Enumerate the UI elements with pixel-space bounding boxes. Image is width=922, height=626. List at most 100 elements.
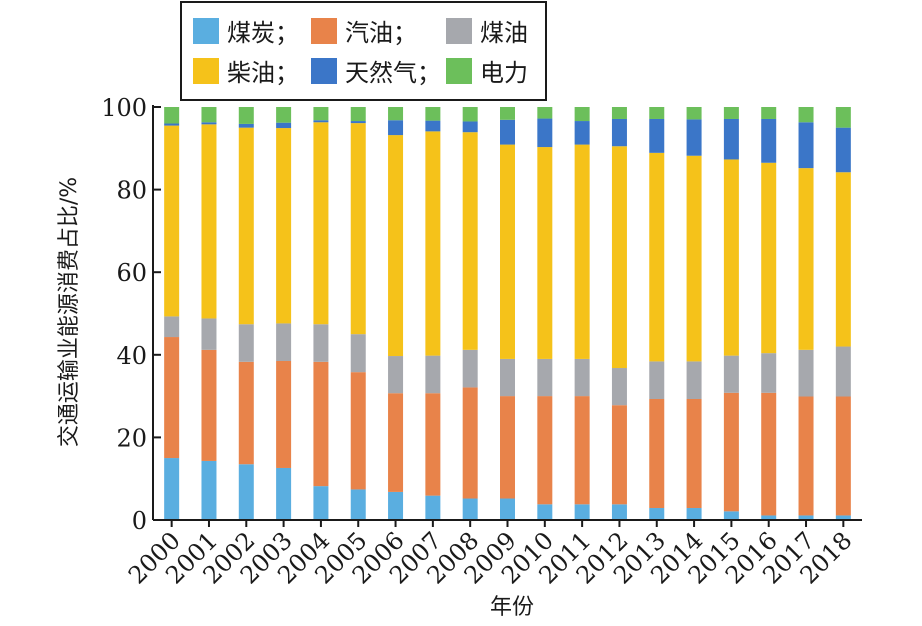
bar-2014-series-4 xyxy=(686,119,702,156)
bar-2006-series-3 xyxy=(388,135,404,357)
bar-2007-series-0 xyxy=(425,495,441,520)
bar-2004-series-3 xyxy=(313,122,329,325)
legend-swatch-煤炭 xyxy=(193,18,219,44)
bar-2010-series-2 xyxy=(537,358,553,397)
legend-swatch-汽油 xyxy=(311,18,337,44)
bar-2007-series-5 xyxy=(425,107,441,121)
bar-2008-series-0 xyxy=(462,498,478,520)
bar-2016-series-5 xyxy=(761,107,777,119)
bar-2006-series-1 xyxy=(388,393,404,492)
legend-label-煤油: 煤油 xyxy=(480,19,528,47)
bar-2014-series-2 xyxy=(686,361,702,399)
bar-2001-series-3 xyxy=(201,124,217,319)
bar-2006-series-5 xyxy=(388,107,404,121)
bar-2011-series-1 xyxy=(574,396,590,505)
bar-2018-series-2 xyxy=(835,346,851,397)
bar-2007-series-4 xyxy=(425,120,441,132)
x-axis-title: 年份 xyxy=(490,595,534,620)
bar-2017-series-0 xyxy=(798,515,814,520)
y-tick-label-100: 100 xyxy=(101,94,147,122)
bar-2000-series-2 xyxy=(164,316,180,338)
bar-2010-series-3 xyxy=(537,147,553,359)
bar-2015-series-5 xyxy=(723,107,739,119)
legend-swatch-煤油 xyxy=(446,18,472,44)
bar-2011-series-5 xyxy=(574,107,590,122)
bar-2012-series-1 xyxy=(611,405,627,505)
bar-2010-series-4 xyxy=(537,118,553,148)
legend-swatch-柴油 xyxy=(193,58,219,84)
bar-2015-series-2 xyxy=(723,355,739,393)
bar-2006-series-4 xyxy=(388,120,404,136)
bar-2012-series-2 xyxy=(611,368,627,406)
bar-2015-series-3 xyxy=(723,159,739,356)
bar-2012-series-5 xyxy=(611,107,627,119)
bar-2000-series-0 xyxy=(164,458,180,520)
bar-2016-series-3 xyxy=(761,162,777,354)
legend-label-汽油: 汽油； xyxy=(345,19,417,47)
legend-swatch-天然气 xyxy=(311,58,337,84)
bar-2013-series-5 xyxy=(649,107,665,119)
bar-2004-series-2 xyxy=(313,324,329,362)
bar-2014-series-3 xyxy=(686,155,702,362)
bar-2014-series-1 xyxy=(686,398,702,509)
bar-2000-series-5 xyxy=(164,107,180,124)
bar-2008-series-5 xyxy=(462,107,478,122)
bar-2013-series-3 xyxy=(649,152,665,362)
legend-box xyxy=(180,1,547,101)
bar-2017-series-5 xyxy=(798,107,814,123)
bar-2010-series-0 xyxy=(537,504,553,520)
bar-2002-series-2 xyxy=(238,324,254,362)
bar-2007-series-1 xyxy=(425,393,441,496)
bar-2015-series-0 xyxy=(723,511,739,520)
bar-2002-series-4 xyxy=(238,123,254,128)
y-axis-title: 交通运输业能源消费占比/% xyxy=(57,177,82,447)
bar-2016-series-0 xyxy=(761,515,777,520)
bar-2014-series-5 xyxy=(686,107,702,120)
bar-2004-series-1 xyxy=(313,361,329,487)
y-tick-label-80: 80 xyxy=(116,177,147,205)
bar-2012-series-4 xyxy=(611,118,627,147)
bar-2009-series-0 xyxy=(500,498,515,520)
bar-2017-series-1 xyxy=(798,396,814,516)
legend-label-电力: 电力 xyxy=(480,59,528,87)
bar-2001-series-0 xyxy=(201,460,217,520)
bar-2011-series-0 xyxy=(574,504,590,520)
bar-2007-series-2 xyxy=(425,355,441,394)
bar-2005-series-3 xyxy=(350,123,366,335)
bar-2001-series-4 xyxy=(201,122,217,125)
bar-2000-series-4 xyxy=(164,123,180,126)
bar-2011-series-3 xyxy=(574,144,590,359)
bar-2017-series-3 xyxy=(798,168,814,350)
bars xyxy=(164,107,851,520)
bar-2010-series-1 xyxy=(537,396,553,505)
bar-2013-series-1 xyxy=(649,398,665,509)
bar-2006-series-2 xyxy=(388,356,404,394)
bar-2008-series-2 xyxy=(462,349,478,388)
bar-2004-series-0 xyxy=(313,486,329,520)
bar-2003-series-1 xyxy=(276,361,292,468)
bar-2009-series-1 xyxy=(500,396,515,499)
legend-label-柴油: 柴油； xyxy=(227,59,299,87)
bar-2000-series-1 xyxy=(164,337,180,459)
legend-swatch-电力 xyxy=(446,58,472,84)
bar-2015-series-4 xyxy=(723,118,739,160)
bar-2001-series-1 xyxy=(201,349,217,461)
bar-2016-series-1 xyxy=(761,392,777,516)
bar-2002-series-3 xyxy=(238,127,254,325)
bar-2007-series-3 xyxy=(425,131,441,356)
bar-2008-series-3 xyxy=(462,132,478,350)
bar-2002-series-0 xyxy=(238,464,254,520)
y-tick-label-0: 0 xyxy=(132,507,147,535)
bar-2003-series-4 xyxy=(276,122,292,129)
bar-2003-series-3 xyxy=(276,128,292,324)
bar-2018-series-0 xyxy=(835,515,851,520)
bar-2003-series-0 xyxy=(276,467,292,520)
bar-2015-series-1 xyxy=(723,392,739,512)
bar-2018-series-4 xyxy=(835,127,851,173)
bar-2011-series-4 xyxy=(574,121,590,145)
bar-2001-series-5 xyxy=(201,107,217,123)
bar-2014-series-0 xyxy=(686,508,702,520)
bar-2009-series-3 xyxy=(500,144,515,359)
